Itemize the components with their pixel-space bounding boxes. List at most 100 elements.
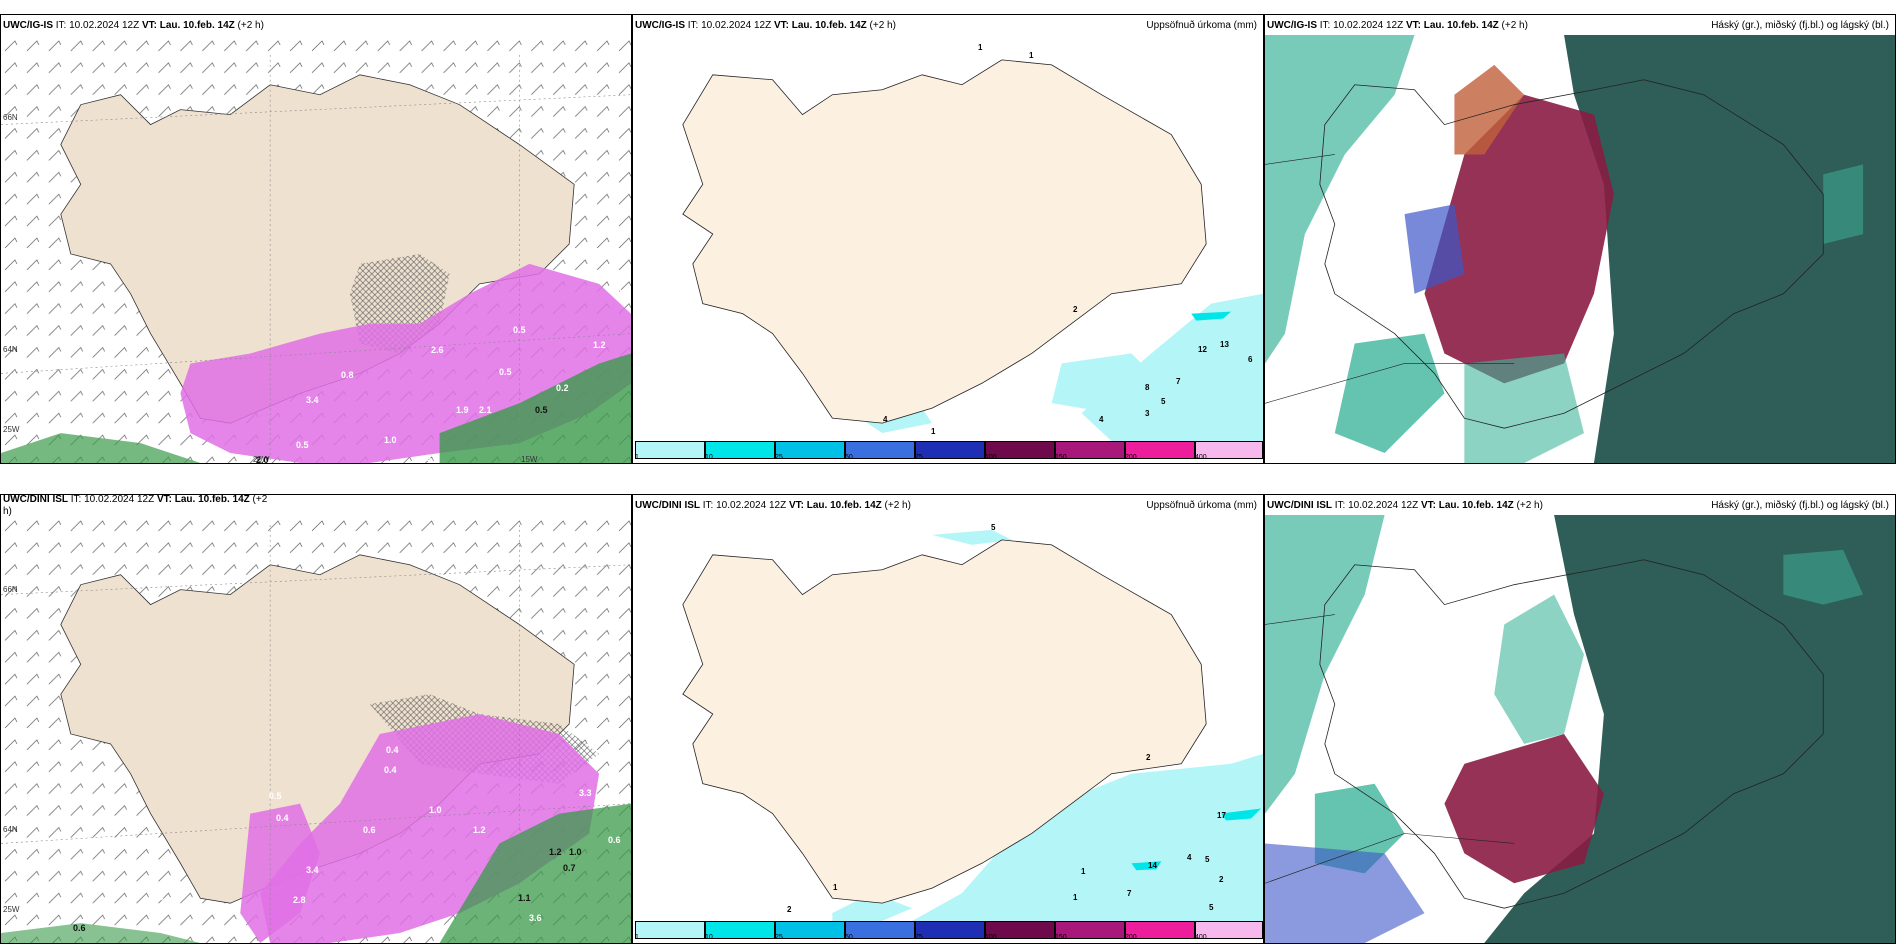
colorbar-tick: 100 bbox=[985, 454, 997, 461]
lat-label: 64N bbox=[3, 345, 18, 354]
precip-number: 7 bbox=[1127, 889, 1132, 898]
colorbar-tick: 50 bbox=[845, 934, 853, 941]
precip-value-label: 2.1 bbox=[479, 405, 492, 415]
colorbar-tick: 1 bbox=[635, 934, 639, 941]
model-name: UWC/IG-IS bbox=[1267, 20, 1317, 31]
lat-label: 64N bbox=[3, 825, 18, 834]
lon-label: 25W bbox=[3, 905, 20, 914]
colorbar: 1 10 25 50 75 100 150 200 400 bbox=[633, 441, 1263, 463]
wind-map bbox=[1, 515, 631, 943]
precip-value-label: 1.2 bbox=[593, 340, 606, 350]
precip-number: 4 bbox=[883, 415, 888, 424]
precip-number: 1 bbox=[833, 883, 838, 892]
colorbar-swatch bbox=[1055, 441, 1125, 459]
wind-precip-panel-top: UWC/IG-IS IT: 10.02.2024 12Z VT: Lau. 10… bbox=[0, 14, 632, 464]
precip-value-label: 0.6 bbox=[363, 825, 376, 835]
colorbar-swatch bbox=[985, 921, 1055, 939]
init-time: IT: 10.02.2024 12Z bbox=[1317, 20, 1406, 31]
precip-number: 8 bbox=[1145, 383, 1150, 392]
accum-precip-panel-bottom: UWC/DINI ISL IT: 10.02.2024 12Z VT: Lau.… bbox=[632, 494, 1264, 944]
precip-map bbox=[633, 35, 1263, 441]
cloud-map bbox=[1265, 515, 1895, 943]
model-name: UWC/DINI ISL bbox=[635, 500, 700, 511]
precip-value-label: 0.4 bbox=[276, 813, 289, 823]
precip-number: 5 bbox=[1205, 855, 1210, 864]
colorbar-swatch bbox=[1195, 441, 1263, 459]
colorbar-tick: 1 bbox=[635, 454, 639, 461]
forecast-offset: (+2 bbox=[252, 494, 268, 505]
precip-value-label: 3.4 bbox=[306, 395, 319, 405]
colorbar-tick: 10 bbox=[705, 454, 713, 461]
field-title: Uppsöfnuð úrkoma (mm) bbox=[1146, 500, 1257, 511]
precip-value-label: 0.5 bbox=[535, 405, 548, 415]
precip-number: 1 bbox=[1081, 867, 1086, 876]
precip-number: 1 bbox=[1029, 51, 1034, 60]
colorbar-swatch bbox=[705, 441, 775, 459]
colorbar-tick: 150 bbox=[1055, 454, 1067, 461]
precip-value-label: 0.6 bbox=[73, 923, 86, 933]
precip-value-label: 3.3 bbox=[579, 788, 592, 798]
init-time: IT: 10.02.2024 12Z bbox=[53, 20, 142, 31]
forecast-offset: (+2 h) bbox=[869, 20, 896, 31]
colorbar-swatch bbox=[985, 441, 1055, 459]
precip-value-label: 3.4 bbox=[426, 453, 439, 463]
precip-value-label: 0.5 bbox=[269, 791, 282, 801]
panel-header: UWC/DINI ISL IT: 10.02.2024 12Z VT: Lau.… bbox=[1267, 499, 1891, 513]
colorbar-tick: 400 bbox=[1195, 454, 1207, 461]
colorbar: 1 10 25 50 75 100 150 200 400 bbox=[633, 921, 1263, 943]
cloud-map bbox=[1265, 35, 1895, 463]
colorbar-swatch bbox=[915, 921, 985, 939]
forecast-offset: (+2 h) bbox=[1516, 500, 1543, 511]
precip-value-label: 0.6 bbox=[151, 892, 164, 902]
lon-label: 20W bbox=[253, 455, 270, 464]
field-title: Háský (gr.), miðský (fj.bl.) og lágský (… bbox=[1711, 20, 1889, 31]
precip-value-label: 1.0 bbox=[569, 847, 582, 857]
colorbar-tick: 25 bbox=[775, 454, 783, 461]
precip-value-label: 1.1 bbox=[518, 893, 531, 903]
forecast-offset: (+2 h) bbox=[884, 500, 911, 511]
lat-label: 66N bbox=[3, 113, 18, 122]
precip-value-label: 0.4 bbox=[386, 745, 399, 755]
colorbar-swatch bbox=[775, 921, 845, 939]
precip-number: 5 bbox=[991, 523, 996, 532]
colorbar-swatch bbox=[705, 921, 775, 939]
precip-number: 2 bbox=[787, 905, 792, 914]
init-time: IT: 10.02.2024 12Z bbox=[68, 494, 157, 505]
panel-header: UWC/IG-IS IT: 10.02.2024 12Z VT: Lau. 10… bbox=[3, 19, 627, 33]
colorbar-tick: 75 bbox=[915, 934, 923, 941]
accum-precip-panel-top: UWC/IG-IS IT: 10.02.2024 12Z VT: Lau. 10… bbox=[632, 14, 1264, 464]
colorbar-tick: 75 bbox=[915, 454, 923, 461]
precip-value-label: 0.2 bbox=[556, 383, 569, 393]
precip-number: 1 bbox=[1073, 893, 1078, 902]
precip-value-label: 0.8 bbox=[341, 370, 354, 380]
lon-label: 25W bbox=[3, 425, 20, 434]
precip-value-label: 1.9 bbox=[456, 405, 469, 415]
field-title: Háský (gr.), miðský (fj.bl.) og lágský (… bbox=[1711, 500, 1889, 511]
precip-number: 13 bbox=[1220, 340, 1229, 349]
precip-value-label: 3.6 bbox=[529, 913, 542, 923]
precip-value-label: 1.0 bbox=[429, 805, 442, 815]
precip-number: 6 bbox=[1248, 355, 1253, 364]
precip-number: 2 bbox=[1146, 753, 1151, 762]
precip-value-label: 0.5 bbox=[609, 285, 622, 295]
colorbar-tick: 50 bbox=[845, 454, 853, 461]
precip-number: 7 bbox=[1176, 377, 1181, 386]
precip-number: 4 bbox=[1099, 415, 1104, 424]
wind-map bbox=[1, 35, 631, 463]
lat-label: 66N bbox=[3, 585, 18, 594]
precip-value-label: 0.7 bbox=[563, 863, 576, 873]
colorbar-swatch bbox=[1195, 921, 1263, 939]
precip-number: 17 bbox=[1217, 811, 1226, 820]
colorbar-swatch bbox=[915, 441, 985, 459]
lon-label: 15W bbox=[521, 455, 538, 464]
panel-header-wrap: h) bbox=[3, 505, 627, 519]
forecast-offset: (+2 h) bbox=[1501, 20, 1528, 31]
colorbar-swatch bbox=[845, 921, 915, 939]
init-time: IT: 10.02.2024 12Z bbox=[700, 500, 789, 511]
precip-value-label: 1.2 bbox=[473, 825, 486, 835]
model-name: UWC/IG-IS bbox=[3, 20, 53, 31]
colorbar-swatch bbox=[635, 921, 705, 939]
colorbar-swatch bbox=[1125, 921, 1195, 939]
field-title: Uppsöfnuð úrkoma (mm) bbox=[1146, 20, 1257, 31]
precip-number: 3 bbox=[1145, 409, 1150, 418]
